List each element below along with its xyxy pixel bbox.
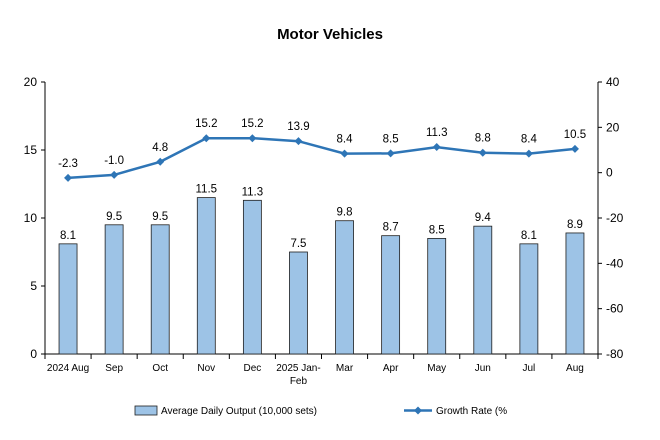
legend-label-line: Growth Rate (%: [436, 406, 507, 417]
x-tick-label: Sep: [105, 363, 123, 374]
legend-label-bar: Average Daily Output (10,000 sets): [161, 406, 317, 417]
growth-rate-value-label: 15.2: [195, 118, 217, 130]
bar-value-label: 11.3: [242, 186, 264, 198]
left-tick-label: 20: [24, 75, 38, 89]
legend-swatch-marker: [414, 406, 422, 415]
x-tick-label: Jul: [522, 363, 535, 374]
growth-rate-value-label: 8.4: [337, 134, 354, 146]
bar: [150, 224, 170, 355]
right-tick-label: 20: [606, 120, 620, 134]
bar: [335, 220, 354, 355]
x-tick-label: Feb: [290, 376, 308, 387]
growth-rate-line: [67, 136, 576, 180]
bar-value-label: 9.5: [106, 211, 122, 223]
bar-value-label: 11.5: [196, 184, 218, 196]
bar: [427, 237, 447, 355]
growth-rate-point: [156, 157, 165, 166]
growth-rate-point: [524, 149, 533, 158]
bar: [104, 224, 124, 355]
bar: [289, 251, 308, 355]
bar-value-label: 8.1: [521, 230, 537, 242]
bar-series: [58, 197, 585, 355]
growth-rate-point: [386, 149, 395, 158]
left-tick-label: 0: [30, 347, 37, 361]
bar-value-label: 8.5: [429, 224, 445, 236]
growth-rate-point: [202, 134, 211, 143]
axes: 0 5 10 15 20 -80 -60 -40 -20 0 20 40 2024 Aug Sep Oct N…: [24, 75, 624, 387]
right-tick-label: -40: [606, 256, 624, 270]
bar: [473, 225, 493, 355]
x-tick-label: May: [427, 363, 446, 374]
data-labels: 8.1 9.5 9.5 11.5 11.3 7.5 9.8 8.7 8.5 9.4 8.1 8.9 -2…: [58, 118, 586, 250]
growth-rate-value-label: 4.8: [152, 142, 168, 154]
bar: [242, 199, 262, 355]
x-tick-label: Jun: [475, 363, 491, 374]
bar-value-label: 8.9: [567, 219, 583, 231]
right-tick-label: 0: [606, 166, 613, 180]
bar: [58, 243, 78, 355]
growth-rate-value-label: 13.9: [287, 121, 309, 133]
x-tick-label: 2025 Jan-: [276, 363, 320, 374]
left-tick-label: 10: [24, 211, 38, 225]
chart-title: Motor Vehicles: [277, 26, 383, 43]
right-tick-label: 40: [606, 75, 620, 89]
left-tick-label: 15: [24, 143, 38, 157]
growth-rate-point: [294, 137, 303, 146]
growth-rate-value-label: 10.5: [564, 129, 586, 141]
x-tick-label: Apr: [383, 363, 399, 374]
bar-value-label: 9.8: [337, 207, 353, 219]
x-tick-label: Dec: [243, 363, 261, 374]
growth-rate-point: [64, 173, 73, 182]
bar: [381, 235, 401, 355]
growth-rate-value-label: -2.3: [58, 158, 78, 170]
legend-swatch-bar: [134, 405, 158, 416]
legend: Average Daily Output (10,000 sets) Growth…: [134, 405, 507, 417]
line-series: [64, 134, 579, 182]
growth-rate-value-label: 11.3: [426, 127, 448, 139]
x-tick-label: Nov: [197, 363, 215, 374]
bar-value-label: 8.1: [60, 230, 76, 242]
growth-rate-value-label: -1.0: [104, 155, 124, 167]
bar-value-label: 8.7: [383, 222, 399, 234]
growth-rate-value-label: 8.8: [475, 133, 491, 145]
x-tick-label: 2024 Aug: [47, 363, 89, 374]
bar-value-label: 9.4: [475, 212, 492, 224]
growth-rate-value-label: 15.2: [241, 118, 263, 130]
x-tick-label: Oct: [152, 363, 168, 374]
growth-rate-value-label: 8.5: [383, 133, 399, 145]
bar: [196, 197, 216, 355]
growth-rate-value-label: 8.4: [521, 134, 538, 146]
bar-value-label: 7.5: [290, 238, 306, 250]
x-tick-label: Mar: [336, 363, 354, 374]
growth-rate-point: [248, 134, 257, 143]
right-tick-label: -60: [606, 302, 624, 316]
bar: [565, 232, 585, 355]
growth-rate-point: [340, 149, 349, 158]
bar: [519, 243, 539, 355]
x-tick-label: Aug: [566, 363, 584, 374]
bar-value-label: 9.5: [152, 211, 168, 223]
growth-rate-point: [478, 148, 487, 157]
growth-rate-point: [570, 144, 579, 153]
right-tick-label: -80: [606, 347, 624, 361]
right-tick-label: -20: [606, 211, 624, 225]
growth-rate-point: [110, 170, 119, 179]
growth-rate-point: [432, 143, 441, 152]
left-tick-label: 5: [30, 279, 37, 293]
